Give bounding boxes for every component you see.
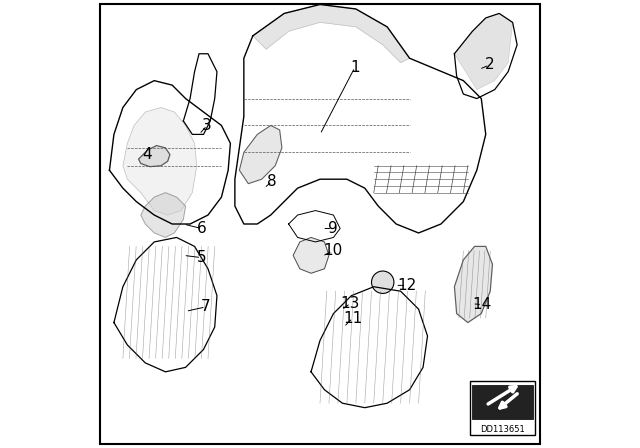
Text: 1: 1 <box>350 60 360 75</box>
Circle shape <box>372 271 394 293</box>
Text: 13: 13 <box>340 296 360 311</box>
Text: 12: 12 <box>397 278 416 293</box>
Text: 2: 2 <box>484 57 494 73</box>
Polygon shape <box>123 108 197 215</box>
Polygon shape <box>139 146 170 167</box>
Text: 5: 5 <box>196 250 206 265</box>
Text: 9: 9 <box>328 221 337 236</box>
Text: 8: 8 <box>268 174 277 189</box>
Polygon shape <box>454 13 513 90</box>
Text: 14: 14 <box>472 297 492 312</box>
Text: 4: 4 <box>143 147 152 162</box>
Bar <box>470 381 535 435</box>
Text: 3: 3 <box>202 118 212 133</box>
Text: 11: 11 <box>343 310 362 326</box>
Text: DD113651: DD113651 <box>480 425 525 434</box>
Bar <box>472 385 532 419</box>
Polygon shape <box>454 246 493 323</box>
Polygon shape <box>293 237 329 273</box>
Polygon shape <box>253 4 410 63</box>
Text: 10: 10 <box>323 243 342 258</box>
Text: 6: 6 <box>196 221 206 236</box>
Polygon shape <box>239 125 282 184</box>
Polygon shape <box>141 193 186 237</box>
Text: 7: 7 <box>201 299 211 314</box>
